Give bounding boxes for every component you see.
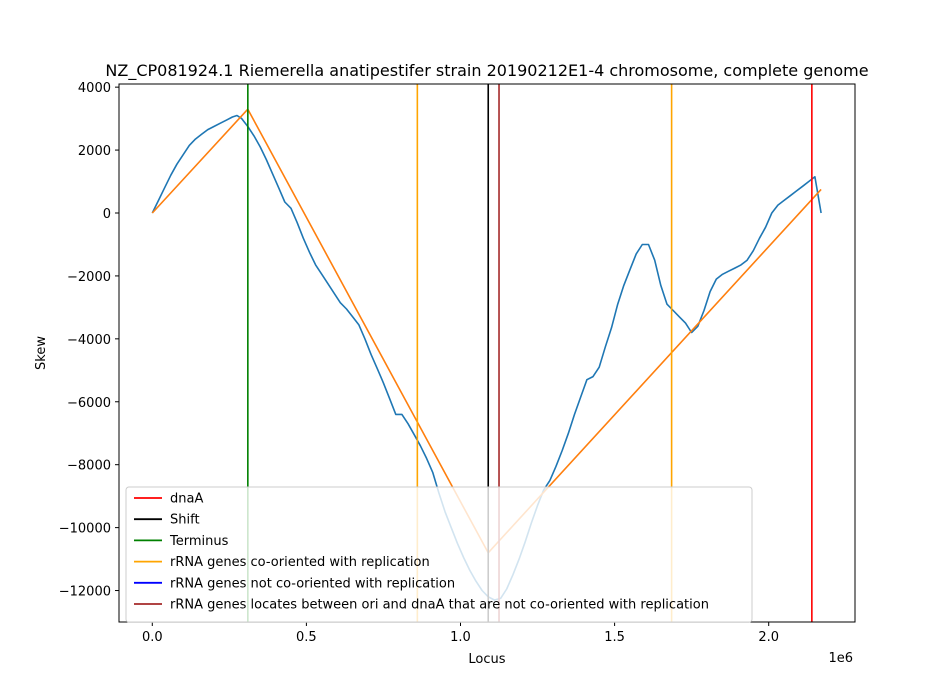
x-tick-label-2: 1.0	[450, 630, 471, 645]
y-tick-label-7: −10000	[59, 522, 111, 537]
x-tick-label-0: 0.0	[142, 630, 163, 645]
y-tick-label-1: 2000	[78, 144, 111, 159]
legend-box	[125, 486, 753, 623]
y-axis-label: Skew	[34, 336, 49, 370]
legend-label-3: rRNA genes co-oriented with replication	[170, 555, 430, 570]
legend-label-4: rRNA genes not co-oriented with replicat…	[170, 576, 455, 591]
legend-label-1: Shift	[170, 513, 200, 528]
x-tick-label-4: 2.0	[758, 630, 779, 645]
legend-label-5: rRNA genes locates between ori and dnaA …	[170, 598, 709, 613]
legend-label-0: dnaA	[170, 492, 203, 507]
x-tick-label-1: 0.5	[296, 630, 317, 645]
axes: 0.0 0.5 1.0 1.5 2.0 4000 2000 0 −2000 −4000 −6000 −…	[59, 81, 856, 645]
y-tick-label-8: −12000	[59, 585, 111, 600]
x-tick-label-3: 1.5	[604, 630, 625, 645]
y-tick-label-0: 4000	[78, 81, 111, 96]
y-tick-label-4: −4000	[67, 333, 111, 348]
y-tick-label-3: −2000	[67, 270, 111, 285]
y-tick-label-2: 0	[103, 207, 111, 222]
y-tick-label-6: −8000	[67, 459, 111, 474]
legend-label-2: Terminus	[169, 534, 229, 549]
series-line-1	[151, 108, 822, 554]
x-axis-offset-text: 1e6	[828, 651, 853, 666]
y-tick-label-5: −6000	[67, 396, 111, 411]
x-axis-label: Locus	[468, 652, 505, 667]
legend: dnaA Shift Terminus rRNA genes co-oriented …	[125, 486, 753, 623]
chart-title: NZ_CP081924.1 Riemerella anatipestifer s…	[105, 61, 868, 81]
